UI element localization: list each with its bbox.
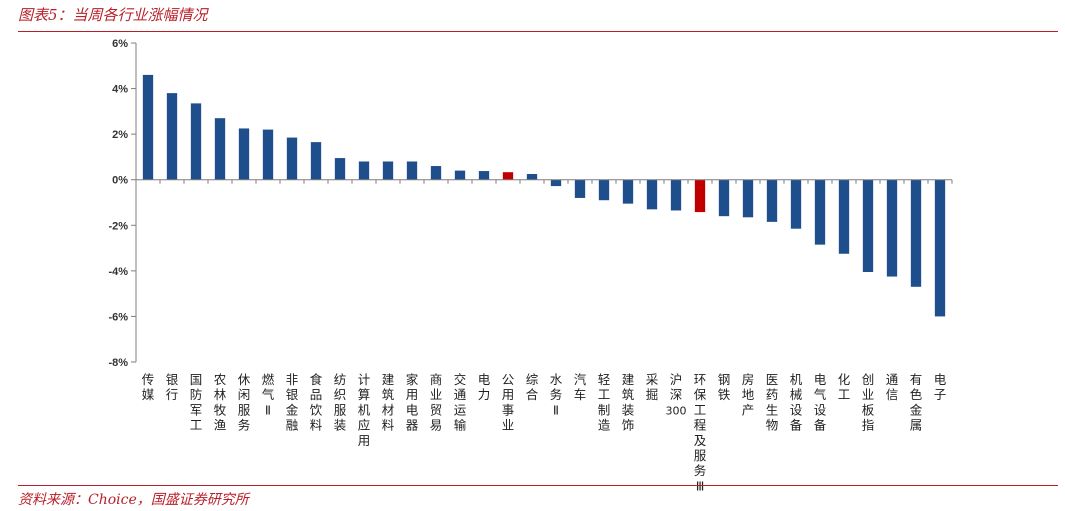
bar bbox=[310, 142, 322, 180]
category-label: 化工 bbox=[838, 372, 851, 402]
bar bbox=[742, 179, 754, 218]
y-tick-label: -8% bbox=[108, 357, 128, 369]
figure-caption: 图表5：当周各行业涨幅情况 bbox=[18, 6, 208, 24]
bar bbox=[694, 179, 706, 213]
y-tick-label: -2% bbox=[108, 220, 128, 232]
bar bbox=[214, 118, 226, 180]
category-label: 纺织服装 bbox=[334, 372, 347, 433]
y-tick-label: 4% bbox=[112, 84, 128, 96]
bar bbox=[790, 179, 802, 229]
category-label: 交通运输 bbox=[454, 372, 467, 433]
bar bbox=[766, 179, 778, 222]
category-label: 通信 bbox=[886, 372, 899, 402]
category-label: 电力 bbox=[478, 372, 491, 402]
bar bbox=[646, 179, 658, 210]
category-label: 银行 bbox=[166, 372, 179, 402]
category-label: 轻工制造 bbox=[598, 372, 611, 433]
bar bbox=[502, 172, 514, 180]
bar bbox=[886, 179, 898, 277]
bar bbox=[574, 179, 586, 198]
bar bbox=[454, 170, 466, 180]
category-label: 沪深 300 bbox=[666, 372, 687, 417]
bottom-rule bbox=[18, 485, 1058, 486]
category-label: 有色金属 bbox=[910, 372, 923, 433]
category-label: 采掘 bbox=[646, 372, 659, 402]
category-label: 农林牧渔 bbox=[214, 372, 227, 433]
category-label: 房地产 bbox=[742, 372, 755, 417]
category-label: 商业贸易 bbox=[430, 372, 443, 433]
bar bbox=[622, 179, 634, 204]
bar bbox=[718, 179, 730, 217]
category-label: 国防军工 bbox=[190, 372, 203, 433]
bar bbox=[598, 179, 610, 201]
bar bbox=[334, 158, 346, 180]
category-label: 机械设备 bbox=[790, 372, 803, 433]
bar bbox=[550, 179, 562, 187]
bar bbox=[934, 179, 946, 317]
bar bbox=[478, 171, 490, 180]
y-tick-label: 6% bbox=[112, 38, 128, 50]
bar bbox=[406, 161, 418, 180]
category-label: 环保工程及服务Ⅲ bbox=[694, 372, 707, 493]
bar bbox=[358, 161, 370, 180]
bar bbox=[286, 137, 298, 180]
category-label: 创业板指 bbox=[862, 372, 875, 433]
category-label: 休闲服务 bbox=[238, 372, 251, 433]
category-label: 综合 bbox=[526, 372, 539, 402]
category-label: 电气设备 bbox=[814, 372, 827, 433]
bar bbox=[838, 179, 850, 254]
bar bbox=[670, 179, 682, 211]
bar bbox=[166, 93, 178, 180]
bar bbox=[262, 129, 274, 180]
y-tick-label: -6% bbox=[108, 311, 128, 323]
category-label: 公用事业 bbox=[502, 372, 515, 433]
category-label: 建筑装饰 bbox=[622, 372, 635, 433]
category-label: 家用电器 bbox=[406, 372, 419, 433]
category-label: 传媒 bbox=[142, 372, 155, 402]
bar bbox=[526, 174, 538, 180]
bar bbox=[910, 179, 922, 287]
category-label: 钢铁 bbox=[718, 372, 731, 402]
bar bbox=[814, 179, 826, 245]
category-label: 食品饮料 bbox=[310, 372, 323, 433]
bar bbox=[382, 161, 394, 180]
y-tick-label: 2% bbox=[112, 129, 128, 141]
bar bbox=[190, 103, 202, 180]
category-label: 汽车 bbox=[574, 372, 587, 402]
top-rule bbox=[18, 31, 1058, 32]
bar bbox=[430, 166, 442, 180]
category-label: 建筑材料 bbox=[382, 372, 395, 433]
bar bbox=[142, 74, 154, 180]
category-label: 非银金融 bbox=[286, 372, 299, 433]
source-note: 资料来源：Choice，国盛证券研究所 bbox=[18, 492, 249, 508]
category-label: 医药生物 bbox=[766, 372, 779, 433]
category-label: 计算机应用 bbox=[358, 372, 371, 448]
bar bbox=[238, 128, 250, 180]
category-label: 燃气 Ⅱ bbox=[262, 372, 275, 417]
category-label: 水务 Ⅱ bbox=[550, 372, 563, 417]
bar bbox=[862, 179, 874, 272]
y-tick-label: -4% bbox=[108, 266, 128, 278]
y-tick-label: 0% bbox=[112, 175, 128, 187]
category-label: 电子 bbox=[934, 372, 947, 402]
